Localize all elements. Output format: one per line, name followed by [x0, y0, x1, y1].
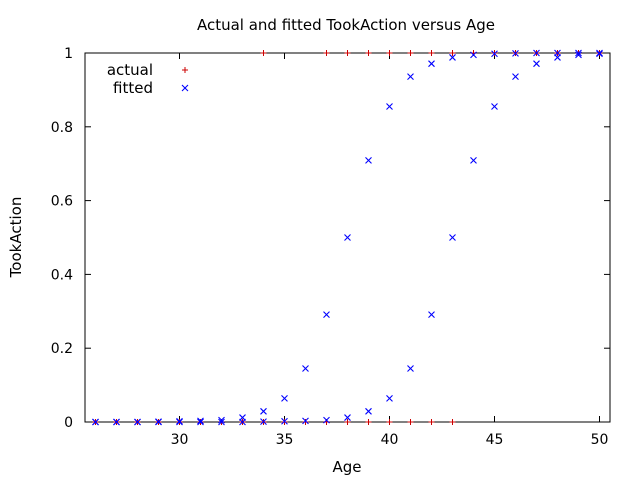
actual-point: [386, 419, 393, 425]
fitted-point: [260, 418, 267, 426]
actual-point: [386, 50, 393, 56]
fitted-point: [533, 49, 540, 57]
fitted-point: [491, 103, 498, 110]
fitted-point: [512, 49, 519, 57]
fitted-point: [386, 394, 393, 402]
fitted-point: [470, 51, 477, 59]
fitted-point: [512, 73, 519, 81]
actual-point: [407, 419, 414, 425]
chart-title: Actual and fitted TookAction versus Age: [197, 16, 495, 34]
fitted-point: [449, 54, 456, 61]
x-axis-label: Age: [332, 458, 361, 476]
y-tick-label: 0.2: [51, 341, 73, 357]
fitted-point: [281, 417, 288, 425]
legend-label-actual: actual: [107, 61, 153, 79]
fitted-point: [533, 60, 540, 68]
y-tick-label: 0.4: [51, 267, 73, 283]
fitted-point: [365, 407, 372, 415]
fitted-point: [344, 234, 351, 241]
actual-point: [428, 50, 435, 56]
fitted-point: [197, 418, 204, 426]
x-tick-label: 30: [171, 432, 189, 448]
actual-point: [407, 50, 414, 56]
fitted-point: [155, 418, 162, 426]
fitted-point: [428, 311, 435, 319]
fitted-point: [554, 54, 561, 61]
y-axis-label: TookAction: [7, 197, 25, 279]
actual-point: [449, 50, 456, 56]
actual-point: [302, 419, 309, 425]
actual-point: [344, 419, 351, 425]
fitted-point: [113, 418, 120, 426]
fitted-point: [281, 394, 288, 402]
actual-point: [365, 50, 372, 56]
fitted-point: [386, 103, 393, 110]
y-tick-label: 0: [64, 415, 73, 431]
fitted-point: [302, 417, 309, 425]
actual-point: [344, 50, 351, 56]
fitted-point: [302, 365, 309, 372]
legend-label-fitted: fitted: [113, 79, 153, 97]
fitted-point: [260, 407, 267, 415]
fitted-point: [365, 156, 372, 164]
y-tick-label: 0.8: [51, 120, 73, 136]
x-tick-label: 50: [591, 432, 609, 448]
fitted-point: [176, 418, 183, 426]
fitted-point: [407, 73, 414, 81]
fitted-point: [239, 418, 246, 426]
actual-point: [260, 50, 267, 56]
fitted-point: [344, 414, 351, 421]
fitted-point: [407, 365, 414, 372]
actual-point: [428, 419, 435, 425]
legend-marker-actual: [182, 67, 188, 73]
fitted-point: [575, 49, 582, 57]
x-tick-label: 35: [276, 432, 294, 448]
fitted-point: [92, 418, 99, 426]
y-tick-label: 0.6: [51, 194, 73, 210]
y-axis: 0 0.2 0.4 0.6 0.8 1: [51, 46, 610, 431]
legend-marker-fitted: [181, 84, 189, 92]
fitted-point: [197, 417, 204, 425]
x-axis: 30 35 40 45 50: [171, 53, 609, 448]
fitted-point: [491, 50, 498, 58]
fitted-point: [470, 156, 477, 164]
fitted-point: [323, 416, 330, 424]
fitted-point: [596, 50, 603, 58]
fitted-point: [428, 60, 435, 68]
actual-point: [449, 419, 456, 425]
data-markers: [92, 49, 603, 426]
x-tick-label: 45: [486, 432, 504, 448]
legend: actual fitted: [107, 61, 189, 97]
actual-point: [323, 50, 330, 56]
fitted-point: [218, 416, 225, 424]
actual-point: [365, 419, 372, 425]
y-tick-label: 1: [64, 46, 73, 62]
x-tick-label: 40: [381, 432, 399, 448]
fitted-point: [449, 234, 456, 241]
fitted-point: [134, 418, 141, 426]
fitted-point: [323, 311, 330, 319]
fitted-point: [218, 418, 225, 426]
fitted-point: [575, 51, 582, 59]
